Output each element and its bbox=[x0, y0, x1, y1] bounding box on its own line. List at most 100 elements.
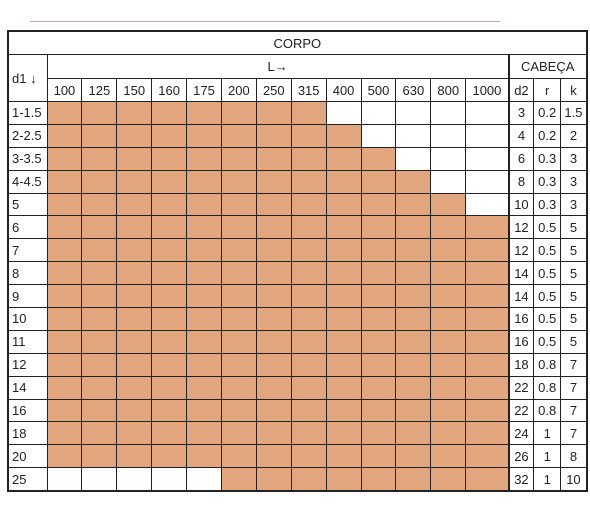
filled-cell bbox=[290, 398, 327, 423]
filled-cell bbox=[290, 169, 327, 194]
empty-cell bbox=[430, 101, 467, 125]
r-value: 0.5 bbox=[533, 215, 562, 240]
d2-value: 22 bbox=[507, 398, 535, 423]
filled-cell bbox=[116, 284, 153, 309]
d1-value: 16 bbox=[7, 398, 48, 423]
k-value: 7 bbox=[560, 352, 588, 377]
filled-cell bbox=[395, 421, 432, 446]
filled-cell bbox=[186, 444, 222, 469]
d2-value: 10 bbox=[507, 192, 535, 217]
r-value: 0.3 bbox=[533, 169, 562, 194]
filled-cell bbox=[395, 192, 432, 217]
row: 1-1.5 3 0.2 1.5 bbox=[7, 101, 588, 125]
filled-cell bbox=[360, 284, 397, 309]
filled-cell bbox=[81, 375, 118, 400]
filled-cell bbox=[255, 329, 292, 354]
filled-cell bbox=[220, 169, 257, 194]
filled-cell bbox=[220, 238, 257, 263]
empty-cell bbox=[325, 101, 362, 125]
d1-value: 18 bbox=[7, 421, 48, 446]
filled-cell bbox=[290, 284, 327, 309]
filled-cell bbox=[186, 284, 222, 309]
row: 8 14 0.5 5 bbox=[7, 261, 588, 286]
r-value: 0.8 bbox=[533, 375, 562, 400]
r-value: 0.5 bbox=[533, 329, 562, 354]
k-value: 5 bbox=[560, 215, 588, 240]
filled-cell bbox=[116, 146, 153, 171]
filled-cell bbox=[290, 261, 327, 286]
filled-cell bbox=[360, 352, 397, 377]
filled-cell bbox=[325, 261, 362, 286]
filled-cell bbox=[81, 421, 118, 446]
empty-cell bbox=[465, 123, 510, 148]
filled-cell bbox=[46, 398, 83, 423]
d1-value: 8 bbox=[7, 261, 48, 286]
filled-cell bbox=[81, 444, 118, 469]
filled-cell bbox=[81, 329, 118, 354]
d1-value: 1-1.5 bbox=[7, 101, 48, 125]
l-value: 100 bbox=[46, 78, 83, 102]
filled-cell bbox=[255, 352, 292, 377]
filled-cell bbox=[255, 192, 292, 217]
filled-cell bbox=[395, 352, 432, 377]
filled-cell bbox=[116, 215, 153, 240]
filled-cell bbox=[220, 146, 257, 171]
filled-cell bbox=[81, 146, 118, 171]
filled-cell bbox=[255, 238, 292, 263]
filled-cell bbox=[81, 192, 118, 217]
l-value: 500 bbox=[360, 78, 397, 102]
d2-value: 26 bbox=[507, 444, 535, 469]
filled-cell bbox=[325, 375, 362, 400]
filled-cell bbox=[290, 146, 327, 171]
filled-cell bbox=[430, 444, 467, 469]
filled-cell bbox=[325, 398, 362, 423]
filled-cell bbox=[220, 329, 257, 354]
filled-cell bbox=[151, 444, 188, 469]
filled-cell bbox=[151, 169, 188, 194]
l-value: 1000 bbox=[465, 78, 510, 102]
empty-cell bbox=[430, 123, 467, 148]
table-body: CORPO d1 ↓ L→ CABEÇA 100 125 150 160 175 200 250 31… bbox=[7, 30, 588, 492]
filled-cell bbox=[220, 444, 257, 469]
r-value: 0.3 bbox=[533, 192, 562, 217]
filled-cell bbox=[116, 192, 153, 217]
filled-cell bbox=[186, 215, 222, 240]
filled-cell bbox=[186, 123, 222, 148]
filled-cell bbox=[360, 307, 397, 331]
d2-value: 14 bbox=[507, 284, 535, 309]
filled-cell bbox=[116, 101, 153, 125]
filled-cell bbox=[220, 101, 257, 125]
filled-cell bbox=[325, 444, 362, 469]
filled-cell bbox=[81, 169, 118, 194]
d2-header: d2 bbox=[507, 78, 535, 102]
filled-cell bbox=[116, 329, 153, 354]
filled-cell bbox=[290, 421, 327, 446]
r-value: 0.8 bbox=[533, 352, 562, 377]
filled-cell bbox=[325, 192, 362, 217]
filled-cell bbox=[151, 421, 188, 446]
filled-cell bbox=[186, 375, 222, 400]
filled-cell bbox=[465, 375, 510, 400]
filled-cell bbox=[360, 467, 397, 492]
filled-cell bbox=[46, 261, 83, 286]
filled-cell bbox=[116, 261, 153, 286]
filled-cell bbox=[325, 352, 362, 377]
filled-cell bbox=[81, 215, 118, 240]
filled-cell bbox=[360, 398, 397, 423]
k-value: 8 bbox=[560, 444, 588, 469]
d2-value: 16 bbox=[507, 329, 535, 354]
empty-cell bbox=[395, 146, 432, 171]
filled-cell bbox=[395, 398, 432, 423]
filled-cell bbox=[116, 123, 153, 148]
filled-cell bbox=[255, 146, 292, 171]
spec-table: CORPO d1 ↓ L→ CABEÇA 100 125 150 160 175 200 250 31… bbox=[7, 30, 588, 493]
filled-cell bbox=[360, 421, 397, 446]
d1-value: 25 bbox=[7, 467, 48, 492]
r-value: 0.5 bbox=[533, 307, 562, 331]
rule bbox=[30, 21, 500, 22]
filled-cell bbox=[290, 101, 327, 125]
table-title: CORPO bbox=[7, 30, 588, 55]
filled-cell bbox=[220, 421, 257, 446]
filled-cell bbox=[220, 284, 257, 309]
r-value: 1 bbox=[533, 467, 562, 492]
